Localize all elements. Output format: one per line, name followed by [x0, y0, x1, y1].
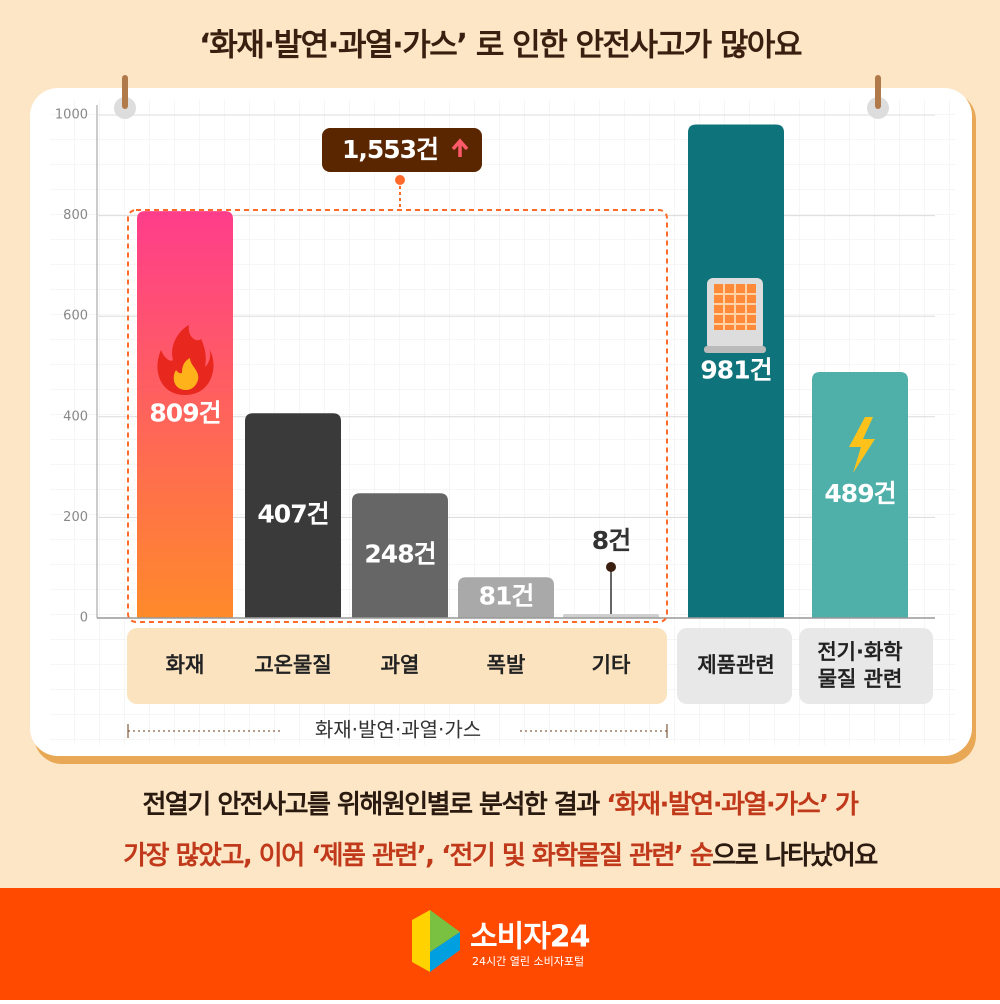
x-tick-label: 고온물질: [254, 653, 331, 677]
dot: [395, 175, 405, 185]
bar: [352, 493, 448, 618]
value-label: 981건: [700, 355, 771, 384]
icons: [157, 278, 875, 473]
group-label: 화재·발연·과열·가스: [315, 718, 481, 742]
bar: [812, 372, 908, 618]
category-box: [799, 628, 933, 704]
tagline: 24시간 열린 소비자포털: [472, 955, 584, 968]
y-tick-label: 400: [63, 409, 88, 424]
logo-icon: [412, 910, 460, 972]
annotation-box: [322, 128, 482, 172]
value-label: 489건: [824, 479, 895, 508]
description-text: 전열기 안전사고를 위해원인별로 분석한 결과: [143, 790, 607, 820]
description-line: 전열기 안전사고를 위해원인별로 분석한 결과 ‘화재·발연·과열·가스’ 가: [143, 790, 860, 820]
y-tick-label: 800: [63, 208, 88, 223]
x-tick-line: 전기·화학: [817, 640, 902, 664]
category-box: [677, 628, 792, 704]
brand: 소비자24: [470, 920, 590, 955]
title: ‘화재·발연·과열·가스’ 로 인한 안전사고가 많아요: [199, 28, 802, 64]
value-label: 81건: [479, 582, 534, 611]
value-label: 8건: [592, 526, 630, 555]
y-tick-label: 0: [80, 611, 88, 626]
x-tick-label: 제품관련: [697, 653, 774, 677]
footer: [0, 888, 1000, 1000]
bar: [458, 577, 554, 618]
value-label: 407건: [257, 500, 328, 529]
bar: [688, 124, 784, 618]
x-tick-label: 화재: [166, 653, 205, 677]
up-arrow: [451, 138, 469, 157]
description-text: 으로 나타났어요: [712, 841, 878, 871]
x-tick-label: 과열: [381, 653, 420, 677]
value-label: 248건: [364, 540, 435, 569]
bar: [245, 413, 341, 618]
pin: [114, 75, 136, 119]
x-tick-label: 기타: [592, 653, 631, 677]
y-tick-label: 200: [63, 510, 88, 525]
description-highlight: ‘화재·발연·과열·가스’ 가: [606, 790, 859, 820]
description-line: 가장 많았고, 이어 ‘제품 관련’, ‘전기 및 화학물질 관련’ 순으로 나…: [123, 841, 878, 871]
group-box: [127, 209, 668, 623]
description-highlight: 가장 많았고, 이어 ‘제품 관련’, ‘전기 및 화학물질 관련’ 순: [123, 841, 714, 871]
value-label: 809건: [149, 399, 220, 428]
pin: [867, 75, 889, 119]
pin-head: [606, 561, 616, 572]
annotation: 1,553건: [342, 135, 438, 164]
category-box: [127, 628, 667, 704]
bar: [563, 613, 659, 618]
x-tick-line: 물질 관련: [818, 667, 903, 691]
bar: [137, 211, 233, 618]
x-tick-label: 폭발: [487, 653, 526, 677]
y-tick-label: 1000: [55, 108, 88, 123]
y-tick-label: 600: [63, 309, 88, 324]
